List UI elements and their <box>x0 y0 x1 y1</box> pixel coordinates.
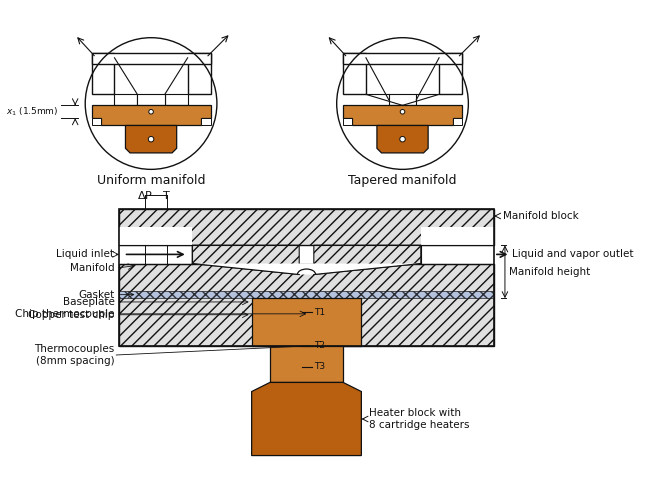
Polygon shape <box>119 263 494 346</box>
Bar <box>119 291 494 298</box>
Bar <box>92 118 101 125</box>
Polygon shape <box>92 105 211 125</box>
Polygon shape <box>252 382 361 455</box>
Polygon shape <box>165 94 187 105</box>
Text: Copper test chip: Copper test chip <box>28 310 114 320</box>
Bar <box>343 118 352 125</box>
Text: T2: T2 <box>314 341 325 350</box>
Polygon shape <box>439 53 462 94</box>
Bar <box>202 118 211 125</box>
Text: Liquid and vapor outlet: Liquid and vapor outlet <box>512 249 634 259</box>
Text: T3: T3 <box>314 363 325 372</box>
Bar <box>270 346 343 382</box>
Text: Baseplate: Baseplate <box>63 297 114 307</box>
Bar <box>421 227 494 245</box>
Text: Liquid inlet: Liquid inlet <box>56 249 114 259</box>
Polygon shape <box>389 94 416 105</box>
Text: Manifold height: Manifold height <box>508 267 590 277</box>
Circle shape <box>149 136 154 142</box>
Bar <box>252 298 361 346</box>
Text: Manifold block: Manifold block <box>503 211 579 221</box>
Polygon shape <box>125 125 176 153</box>
Text: Tapered manifold: Tapered manifold <box>348 174 457 187</box>
Text: Uniform manifold: Uniform manifold <box>97 174 205 187</box>
Circle shape <box>149 110 153 114</box>
Circle shape <box>401 110 405 114</box>
Text: T1: T1 <box>314 308 325 316</box>
Text: $\Delta$P: $\Delta$P <box>137 189 152 201</box>
Polygon shape <box>92 53 114 94</box>
Polygon shape <box>138 94 165 105</box>
Text: Thermocouples
(8mm spacing): Thermocouples (8mm spacing) <box>34 344 114 366</box>
Polygon shape <box>187 53 211 94</box>
Bar <box>119 209 494 346</box>
Text: Chip thermocouple: Chip thermocouple <box>15 309 114 319</box>
Polygon shape <box>119 209 494 245</box>
Polygon shape <box>114 94 138 105</box>
Polygon shape <box>193 245 299 274</box>
Bar <box>119 227 193 245</box>
Text: Heater block with
8 cartridge heaters: Heater block with 8 cartridge heaters <box>369 408 469 430</box>
Polygon shape <box>314 245 421 274</box>
Text: $x_1$ (1.5mm): $x_1$ (1.5mm) <box>6 106 59 118</box>
Polygon shape <box>193 263 421 274</box>
Polygon shape <box>92 53 211 64</box>
Polygon shape <box>343 53 462 64</box>
Text: Manifold: Manifold <box>70 263 114 273</box>
Text: Gasket: Gasket <box>78 290 114 300</box>
Bar <box>453 118 462 125</box>
Polygon shape <box>343 105 462 125</box>
Polygon shape <box>377 125 428 153</box>
Circle shape <box>400 136 405 142</box>
Text: T: T <box>163 191 170 201</box>
Polygon shape <box>343 53 366 94</box>
